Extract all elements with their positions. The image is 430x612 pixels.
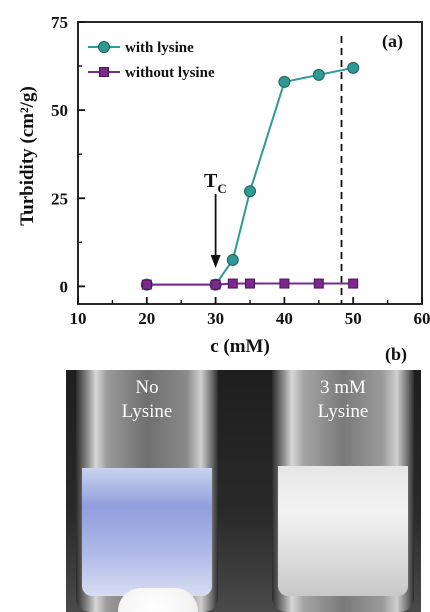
x-tick-label: 10	[70, 309, 87, 328]
series-line	[146, 66, 354, 286]
x-tick-label: 20	[138, 309, 155, 328]
clear-blue-solution	[82, 468, 212, 596]
white-pellet	[118, 588, 198, 612]
panel-label-b: (b)	[385, 344, 407, 365]
data-point	[348, 278, 359, 289]
y-tick-label: 25	[51, 189, 68, 208]
vial-no-lysine	[76, 370, 218, 612]
x-axis-label: c (mM)	[210, 336, 270, 357]
legend-entry-label: with lysine	[125, 40, 194, 56]
turbid-solution	[278, 466, 408, 596]
legend-entry-label: without lysine	[125, 65, 215, 81]
data-point	[313, 278, 324, 289]
series-layer	[140, 61, 360, 291]
data-point	[141, 279, 152, 290]
y-tick-label: 0	[60, 277, 69, 296]
tc-main: T	[204, 170, 218, 192]
series-with-lysine	[140, 61, 360, 291]
x-tick-label: 30	[207, 309, 224, 328]
series-without-lysine	[141, 278, 359, 290]
turbidity-chart: 10 20 30 40 50 60 0 25 50 75 with lysine without l…	[17, 13, 430, 365]
arrow-head	[210, 255, 221, 268]
y-axis-label: Turbidity (cm²/g)	[17, 86, 38, 226]
data-point	[312, 68, 325, 81]
data-point	[227, 278, 238, 289]
data-point	[210, 279, 221, 290]
y-tick-label: 75	[51, 13, 68, 32]
left-vial-caption: No Lysine	[76, 376, 218, 424]
left-caption-line1: No	[135, 377, 159, 398]
data-point	[278, 75, 291, 88]
panel-label-a: (a)	[382, 31, 403, 52]
x-tick-label: 60	[414, 309, 430, 328]
data-point	[244, 185, 256, 198]
vials-photo: No Lysine 3 mM Lysine	[66, 370, 421, 612]
x-tick-label: 40	[276, 309, 293, 328]
legend-marker	[99, 67, 109, 77]
tc-annotation: TC	[204, 170, 227, 196]
right-vial-caption: 3 mM Lysine	[272, 376, 414, 424]
data-point	[245, 278, 255, 289]
data-point	[279, 278, 290, 289]
x-tick-label: 50	[345, 309, 362, 328]
right-caption-line2: Lysine	[317, 401, 369, 422]
data-point	[347, 61, 360, 74]
plot-axes: 10 20 30 40 50 60 0 25 50 75	[51, 13, 430, 328]
y-tick-label: 50	[51, 101, 68, 120]
legend: with lysine without lysine	[88, 40, 215, 81]
legend-marker	[98, 41, 110, 53]
vial-with-lysine	[272, 370, 414, 612]
tc-subscript: C	[217, 181, 226, 196]
data-point	[226, 253, 239, 266]
right-caption-line1: 3 mM	[320, 377, 366, 398]
tc-arrow	[210, 194, 221, 268]
left-caption-line2: Lysine	[121, 401, 173, 422]
